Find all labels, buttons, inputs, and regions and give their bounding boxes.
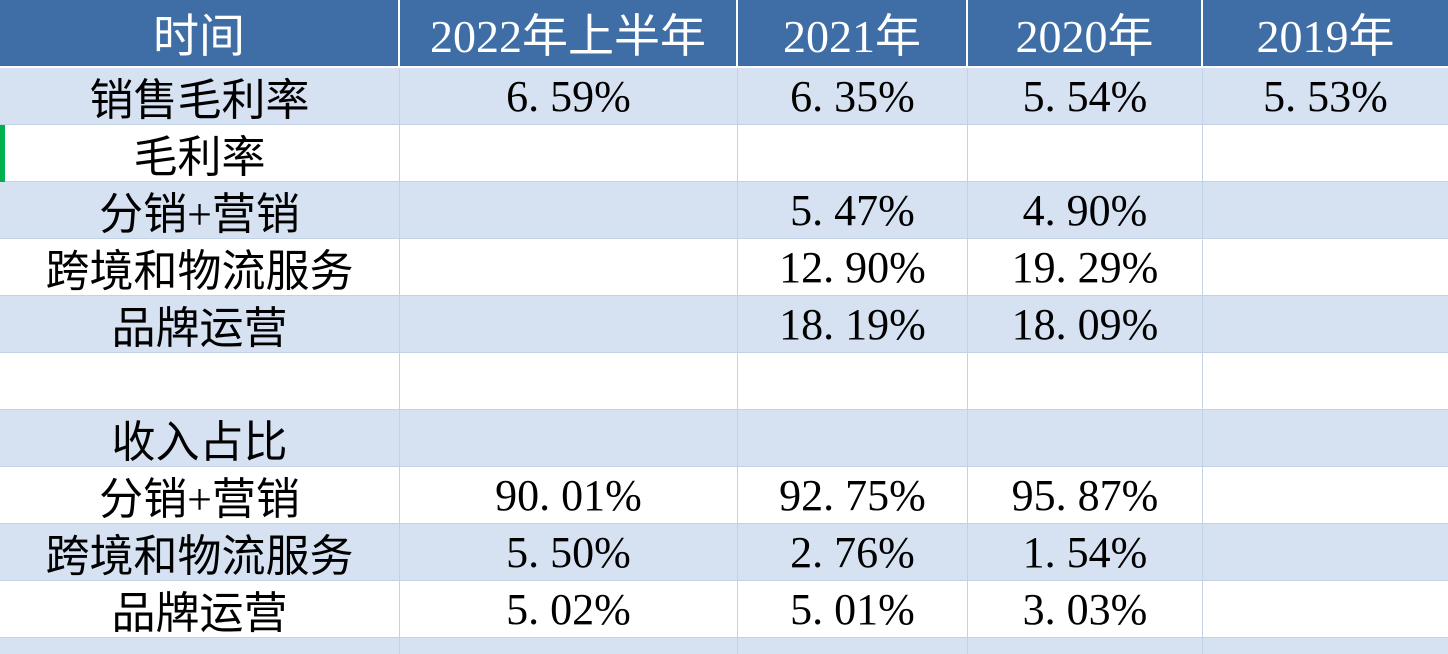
data-cell[interactable]: 6. 59% — [400, 68, 738, 125]
data-cell[interactable]: 95. 87% — [968, 467, 1203, 524]
data-cell[interactable]: 6. 35% — [738, 68, 968, 125]
data-cell[interactable] — [1203, 638, 1448, 654]
header-cell-2021[interactable]: 2021年 — [738, 0, 968, 68]
green-marker — [0, 125, 5, 182]
data-cell[interactable] — [1203, 239, 1448, 296]
data-cell[interactable] — [1203, 296, 1448, 353]
table-row: 毛利率 — [0, 125, 1448, 182]
data-cell[interactable] — [1203, 182, 1448, 239]
header-cell-time[interactable]: 时间 — [0, 0, 400, 68]
row-label-cell[interactable]: 毛利率 — [0, 125, 400, 182]
row-label-cell[interactable]: 分销+营销 — [0, 467, 400, 524]
data-cell[interactable] — [1203, 125, 1448, 182]
data-cell[interactable] — [1203, 467, 1448, 524]
row-label-cell[interactable]: 分销+营销 — [0, 182, 400, 239]
data-cell[interactable] — [400, 638, 738, 654]
table-row: 品牌运营 5. 02% 5. 01% 3. 03% — [0, 581, 1448, 638]
data-cell[interactable] — [738, 125, 968, 182]
data-cell[interactable] — [968, 638, 1203, 654]
data-cell[interactable]: 1. 54% — [968, 524, 1203, 581]
data-cell[interactable]: 5. 47% — [738, 182, 968, 239]
data-cell[interactable]: 18. 09% — [968, 296, 1203, 353]
data-cell[interactable]: 5. 50% — [400, 524, 738, 581]
header-cell-2020[interactable]: 2020年 — [968, 0, 1203, 68]
header-cell-2019[interactable]: 2019年 — [1203, 0, 1448, 68]
row-label-cell[interactable]: 收入占比 — [0, 410, 400, 467]
data-cell[interactable] — [1203, 353, 1448, 410]
row-label-cell[interactable]: 销售毛利率 — [0, 68, 400, 125]
data-cell[interactable]: 2. 76% — [738, 524, 968, 581]
data-cell[interactable] — [738, 353, 968, 410]
data-cell[interactable] — [738, 410, 968, 467]
data-cell[interactable] — [738, 638, 968, 654]
row-label-cell[interactable] — [0, 353, 400, 410]
data-cell[interactable]: 18. 19% — [738, 296, 968, 353]
data-cell[interactable]: 90. 01% — [400, 467, 738, 524]
data-cell[interactable] — [1203, 410, 1448, 467]
table-row: 品牌运营 18. 19% 18. 09% — [0, 296, 1448, 353]
data-cell[interactable]: 12. 90% — [738, 239, 968, 296]
data-cell[interactable] — [400, 296, 738, 353]
table-row: 跨境和物流服务 12. 90% 19. 29% — [0, 239, 1448, 296]
data-cell[interactable]: 92. 75% — [738, 467, 968, 524]
data-cell[interactable] — [400, 410, 738, 467]
data-cell[interactable] — [968, 125, 1203, 182]
row-label-cell[interactable]: 品牌运营 — [0, 296, 400, 353]
row-label-cell[interactable]: 跨境和物流服务 — [0, 239, 400, 296]
data-cell[interactable]: 5. 02% — [400, 581, 738, 638]
data-cell[interactable] — [400, 353, 738, 410]
data-cell[interactable] — [400, 125, 738, 182]
data-cell[interactable] — [400, 182, 738, 239]
table-row: 销售毛利率 6. 59% 6. 35% 5. 54% 5. 53% — [0, 68, 1448, 125]
header-cell-2022-h1[interactable]: 2022年上半年 — [400, 0, 738, 68]
table-row: 跨境和物流服务 5. 50% 2. 76% 1. 54% — [0, 524, 1448, 581]
table-row — [0, 638, 1448, 654]
data-cell[interactable] — [968, 353, 1203, 410]
data-cell[interactable] — [968, 410, 1203, 467]
row-label-cell[interactable] — [0, 638, 400, 654]
row-label-cell[interactable]: 品牌运营 — [0, 581, 400, 638]
row-label-cell[interactable]: 跨境和物流服务 — [0, 524, 400, 581]
table-row: 收入占比 — [0, 410, 1448, 467]
data-cell[interactable]: 4. 90% — [968, 182, 1203, 239]
table-row: 分销+营销 90. 01% 92. 75% 95. 87% — [0, 467, 1448, 524]
table-row — [0, 353, 1448, 410]
table-row: 分销+营销 5. 47% 4. 90% — [0, 182, 1448, 239]
data-cell[interactable]: 5. 01% — [738, 581, 968, 638]
data-cell[interactable]: 19. 29% — [968, 239, 1203, 296]
data-cell[interactable]: 5. 54% — [968, 68, 1203, 125]
header-row: 时间 2022年上半年 2021年 2020年 2019年 — [0, 0, 1448, 68]
data-cell[interactable]: 3. 03% — [968, 581, 1203, 638]
data-cell[interactable] — [1203, 524, 1448, 581]
data-cell[interactable]: 5. 53% — [1203, 68, 1448, 125]
data-cell[interactable] — [1203, 581, 1448, 638]
data-cell[interactable] — [400, 239, 738, 296]
